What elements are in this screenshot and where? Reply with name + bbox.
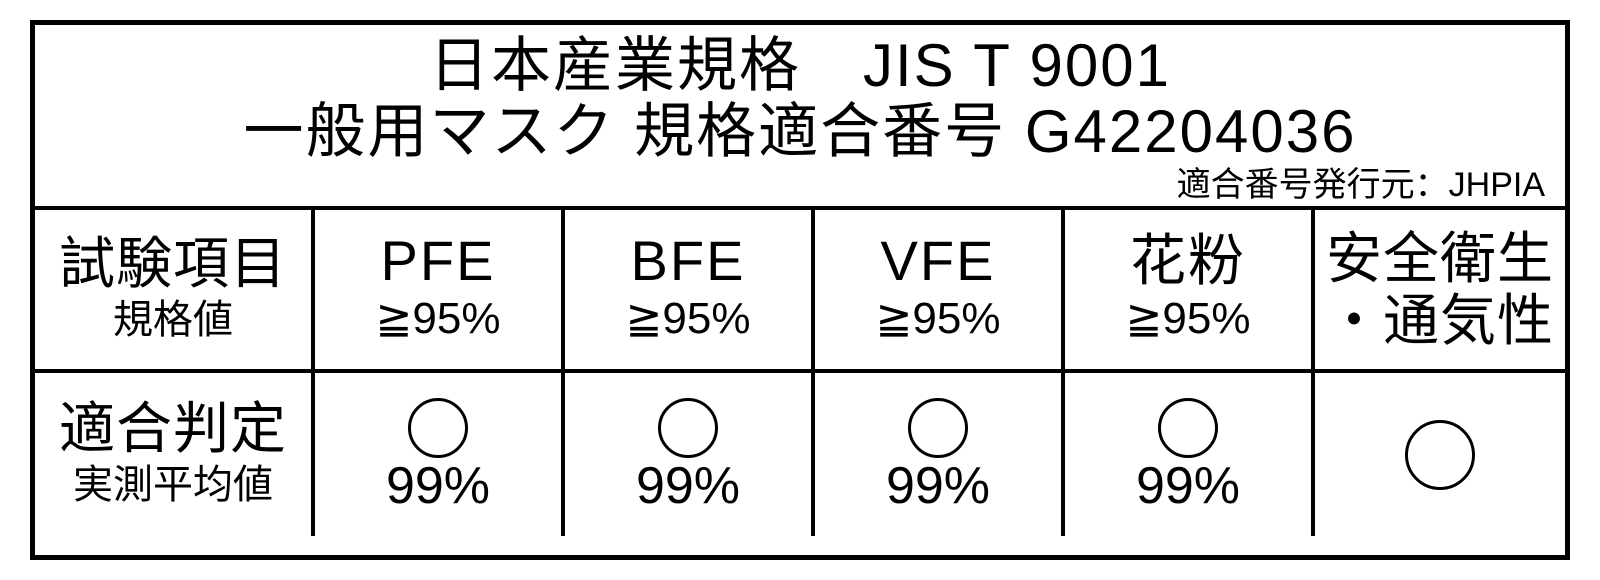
- result-cell-safety: [1315, 373, 1565, 536]
- result-cell-pollen: 99%: [1065, 373, 1315, 536]
- column-header-pollen: 花粉 ≧95%: [1065, 210, 1315, 373]
- spec-value-label: 規格値: [113, 296, 233, 344]
- conformity-number: 一般用マスク 規格適合番号 G42204036: [35, 99, 1565, 165]
- table-header: 日本産業規格 JIS T 9001 一般用マスク 規格適合番号 G4220403…: [35, 25, 1565, 210]
- col-spec: ≧95%: [626, 293, 751, 346]
- result-cell-bfe: 99%: [565, 373, 815, 536]
- measured-value: 99%: [386, 460, 490, 512]
- test-item-label: 試験項目: [59, 236, 287, 292]
- col-title: VFE: [881, 233, 996, 289]
- result-cell-pfe: 99%: [315, 373, 565, 536]
- pass-circle-icon: [1158, 398, 1218, 458]
- col-spec: ≧95%: [376, 293, 501, 346]
- col-spec: ≧95%: [876, 293, 1001, 346]
- pass-circle-icon: [658, 398, 718, 458]
- result-cell-vfe: 99%: [815, 373, 1065, 536]
- col-title: PFE: [381, 233, 496, 289]
- column-header-bfe: BFE ≧95%: [565, 210, 815, 373]
- pass-circle-icon: [408, 398, 468, 458]
- row-header-test-item: 試験項目 規格値: [35, 210, 315, 373]
- safety-line2: ・通気性: [1326, 290, 1554, 352]
- safety-line1: 安全衛生: [1326, 228, 1554, 290]
- issuer-note: 適合番号発行元：JHPIA: [35, 167, 1565, 204]
- row-header-conformity: 適合判定 実測平均値: [35, 373, 315, 536]
- conformity-label: 適合判定: [59, 401, 287, 457]
- measured-value: 99%: [886, 460, 990, 512]
- measured-value: 99%: [1136, 460, 1240, 512]
- col-title: 花粉: [1130, 233, 1246, 289]
- certification-table-frame: 日本産業規格 JIS T 9001 一般用マスク 規格適合番号 G4220403…: [30, 20, 1570, 560]
- pass-circle-icon: [1405, 420, 1475, 490]
- specification-table: 試験項目 規格値 PFE ≧95% BFE ≧95% VFE ≧95% 花粉 ≧…: [35, 210, 1565, 536]
- col-title: BFE: [631, 233, 746, 289]
- pass-circle-icon: [908, 398, 968, 458]
- col-spec: ≧95%: [1126, 293, 1251, 346]
- column-header-pfe: PFE ≧95%: [315, 210, 565, 373]
- measured-avg-label: 実測平均値: [73, 461, 273, 509]
- standard-name: 日本産業規格 JIS T 9001: [35, 33, 1565, 99]
- measured-value: 99%: [636, 460, 740, 512]
- column-header-safety: 安全衛生 ・通気性: [1315, 210, 1565, 373]
- column-header-vfe: VFE ≧95%: [815, 210, 1065, 373]
